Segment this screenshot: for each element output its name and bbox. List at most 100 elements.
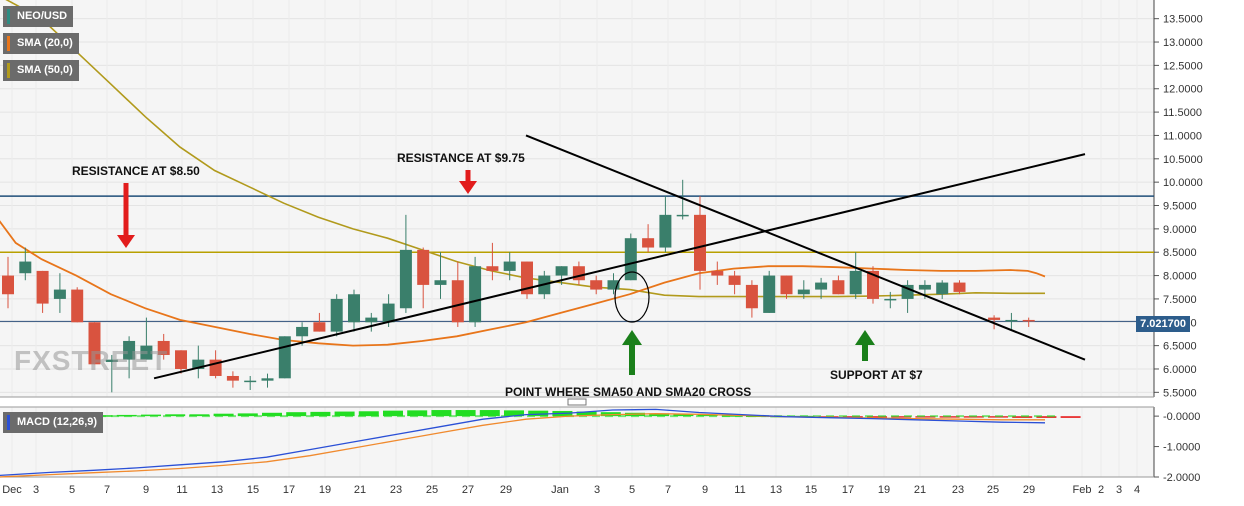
legend-macd[interactable]: MACD (12,26,9) — [3, 412, 104, 433]
candle-up — [884, 298, 897, 301]
candle-up — [849, 270, 862, 295]
y-tick-label: 12.5000 — [1163, 60, 1203, 72]
candle-up — [53, 289, 66, 299]
legend-symbol-label: NEO/USD — [17, 10, 68, 22]
annotation-resistance-850: RESISTANCE AT $8.50 — [72, 164, 200, 178]
macd-hist-pos — [334, 411, 355, 417]
x-tick-label: Dec — [2, 484, 22, 496]
x-tick-label: 29 — [500, 484, 512, 496]
cross-point-ellipse — [614, 271, 650, 323]
candle-up — [348, 294, 360, 323]
sma20-swatch — [7, 36, 10, 51]
x-tick-label: 25 — [987, 484, 999, 496]
candle-up — [797, 289, 810, 295]
candle-up — [330, 298, 343, 332]
macd-swatch — [7, 415, 10, 430]
macd-y-tick-label: -0.0000 — [1163, 411, 1200, 423]
legend-sma20[interactable]: SMA (20,0) — [3, 33, 79, 54]
candle-up — [555, 266, 568, 276]
macd-hist-pos — [649, 413, 670, 417]
candle-up — [434, 280, 447, 285]
legend-macd-label: MACD (12,26,9) — [17, 416, 98, 428]
annotation-support-7: SUPPORT AT $7 — [830, 368, 923, 382]
candle-up — [469, 266, 482, 323]
x-tick-label: 19 — [319, 484, 331, 496]
y-tick-label: 12.0000 — [1163, 84, 1203, 96]
candle-up — [763, 275, 776, 313]
legend-sma50[interactable]: SMA (50,0) — [3, 60, 79, 81]
x-tick-label: 11 — [176, 484, 187, 496]
x-tick-label: 5 — [629, 484, 635, 496]
candle-up — [901, 284, 914, 299]
candle-down — [1022, 319, 1035, 322]
macd-main-line — [0, 408, 1046, 477]
candle-down — [157, 340, 170, 355]
cross-arrow-green-shaft — [629, 344, 635, 375]
macd-hist-pos — [673, 414, 694, 417]
y-tick-label: 5.5000 — [1163, 387, 1197, 399]
candle-up — [365, 317, 378, 323]
annotation-resistance-975: RESISTANCE AT $9.75 — [397, 151, 525, 165]
legend-symbol[interactable]: NEO/USD — [3, 6, 74, 27]
symbol-swatch — [7, 9, 10, 24]
y-tick-label: 8.5000 — [1163, 247, 1197, 259]
cross-arrow-green-head — [622, 330, 642, 345]
x-tick-label: 21 — [354, 484, 366, 496]
candle-up — [607, 280, 620, 290]
macd-hist-neg — [867, 416, 887, 418]
resistance-arrow-red-small-shaft — [465, 170, 471, 182]
sma20-line — [0, 220, 1046, 347]
candle-up — [918, 284, 931, 290]
candle-down — [175, 350, 187, 369]
macd-hist-neg — [891, 416, 912, 418]
x-tick-label: 4 — [1134, 484, 1140, 496]
macd-hist-pos — [213, 413, 234, 417]
x-tick-label: 5 — [69, 484, 75, 496]
candle-up — [659, 214, 672, 248]
macd-hist-pos — [237, 413, 258, 417]
x-tick-label: 9 — [143, 484, 149, 496]
candle-down — [780, 275, 793, 295]
candle-down — [572, 266, 585, 281]
candle-up — [140, 345, 153, 360]
macd-hist-neg — [1060, 416, 1081, 418]
macd-hist-pos — [383, 410, 403, 417]
candle-up — [815, 282, 828, 290]
price-panel-bg — [0, 0, 1154, 397]
candle-down — [521, 261, 533, 295]
candle-down — [36, 270, 49, 304]
x-tick-label: 27 — [462, 484, 474, 496]
macd-hist-pos — [504, 410, 524, 417]
candle-down — [832, 280, 845, 295]
candle-down — [694, 214, 706, 271]
support-arrow-green — [855, 330, 875, 361]
candle-down — [71, 289, 84, 323]
candle-up — [123, 340, 136, 360]
macd-hist-pos — [310, 411, 331, 417]
resistance-arrow-red-small — [459, 170, 477, 194]
candle-up — [278, 336, 291, 379]
y-tick-label: 13.5000 — [1163, 14, 1203, 26]
x-tick-label: 23 — [390, 484, 402, 496]
candle-up — [1005, 319, 1018, 322]
candle-down — [711, 270, 724, 276]
pane-resize-handle — [567, 398, 587, 406]
resistance-arrow-red-head — [117, 235, 135, 248]
y-tick-label: 8.0000 — [1163, 271, 1197, 283]
watermark-logo: FXSTREET — [14, 345, 169, 376]
candle-down — [486, 266, 499, 271]
ascending-trendline — [153, 153, 1086, 380]
candle-down — [867, 270, 879, 299]
y-tick-label: 10.5000 — [1163, 154, 1203, 166]
candle-down — [590, 280, 603, 290]
x-tick-label: 17 — [842, 484, 854, 496]
macd-hist-neg — [1036, 416, 1057, 418]
x-tick-label: 7 — [665, 484, 671, 496]
y-tick-label: 13.0000 — [1163, 37, 1203, 49]
y-tick-label: 11.5000 — [1163, 107, 1202, 119]
candle-up — [382, 303, 395, 323]
candle-down — [451, 280, 464, 323]
y-tick-label: 11.0000 — [1163, 130, 1202, 142]
legend-sma50-label: SMA (50,0) — [17, 64, 73, 76]
